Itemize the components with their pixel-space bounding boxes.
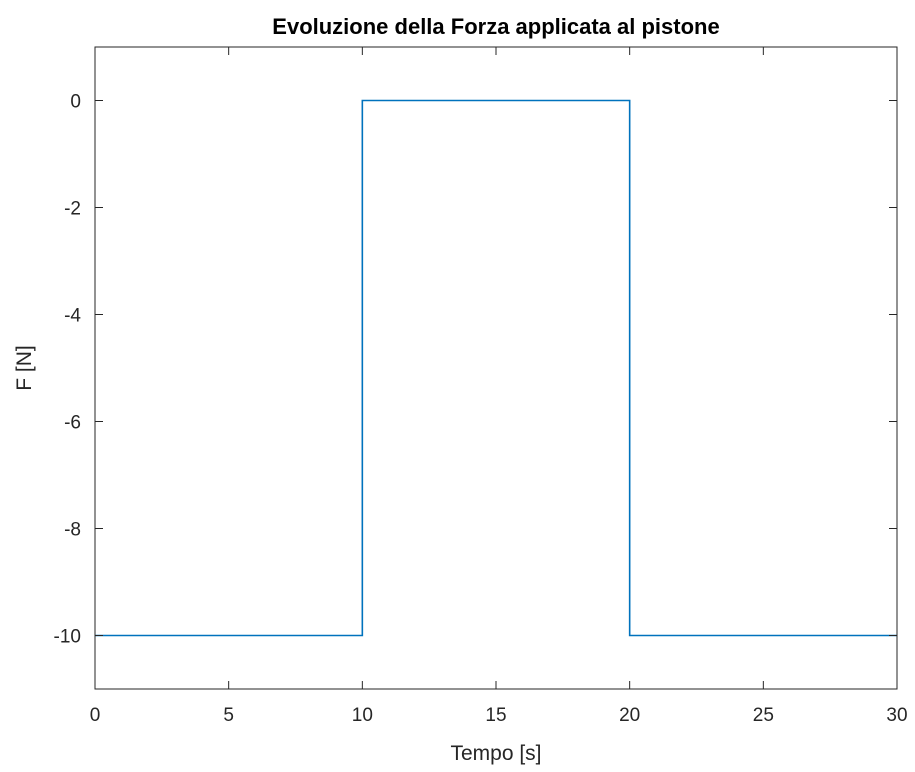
plot-area xyxy=(95,47,897,689)
y-axis-title: F [N] xyxy=(13,345,36,391)
x-tick-label: 15 xyxy=(485,705,506,726)
x-tick-label: 10 xyxy=(352,705,373,726)
y-tick-label: 0 xyxy=(70,92,81,113)
ticks-layer: 0 5 10 15 20 25 30 0 -2 -4 -6 -8 -10 xyxy=(54,47,908,726)
y-tick-label: -10 xyxy=(54,627,81,648)
y-tick-label: -4 xyxy=(64,306,81,327)
x-tick-label: 25 xyxy=(753,705,774,726)
y-tick-label: -2 xyxy=(64,199,81,220)
x-tick-label: 30 xyxy=(886,705,907,726)
series-line xyxy=(95,99,897,637)
y-tick-label: -6 xyxy=(64,413,81,434)
y-tick-label: -8 xyxy=(64,520,81,541)
x-axis-title: Tempo [s] xyxy=(450,742,541,765)
chart-title: Evoluzione della Forza applicata al pist… xyxy=(272,14,719,39)
x-tick-label: 20 xyxy=(619,705,640,726)
x-tick-label: 5 xyxy=(223,705,234,726)
x-tick-label: 0 xyxy=(90,705,101,726)
plot-frame xyxy=(94,46,898,690)
series-layer xyxy=(95,99,897,637)
